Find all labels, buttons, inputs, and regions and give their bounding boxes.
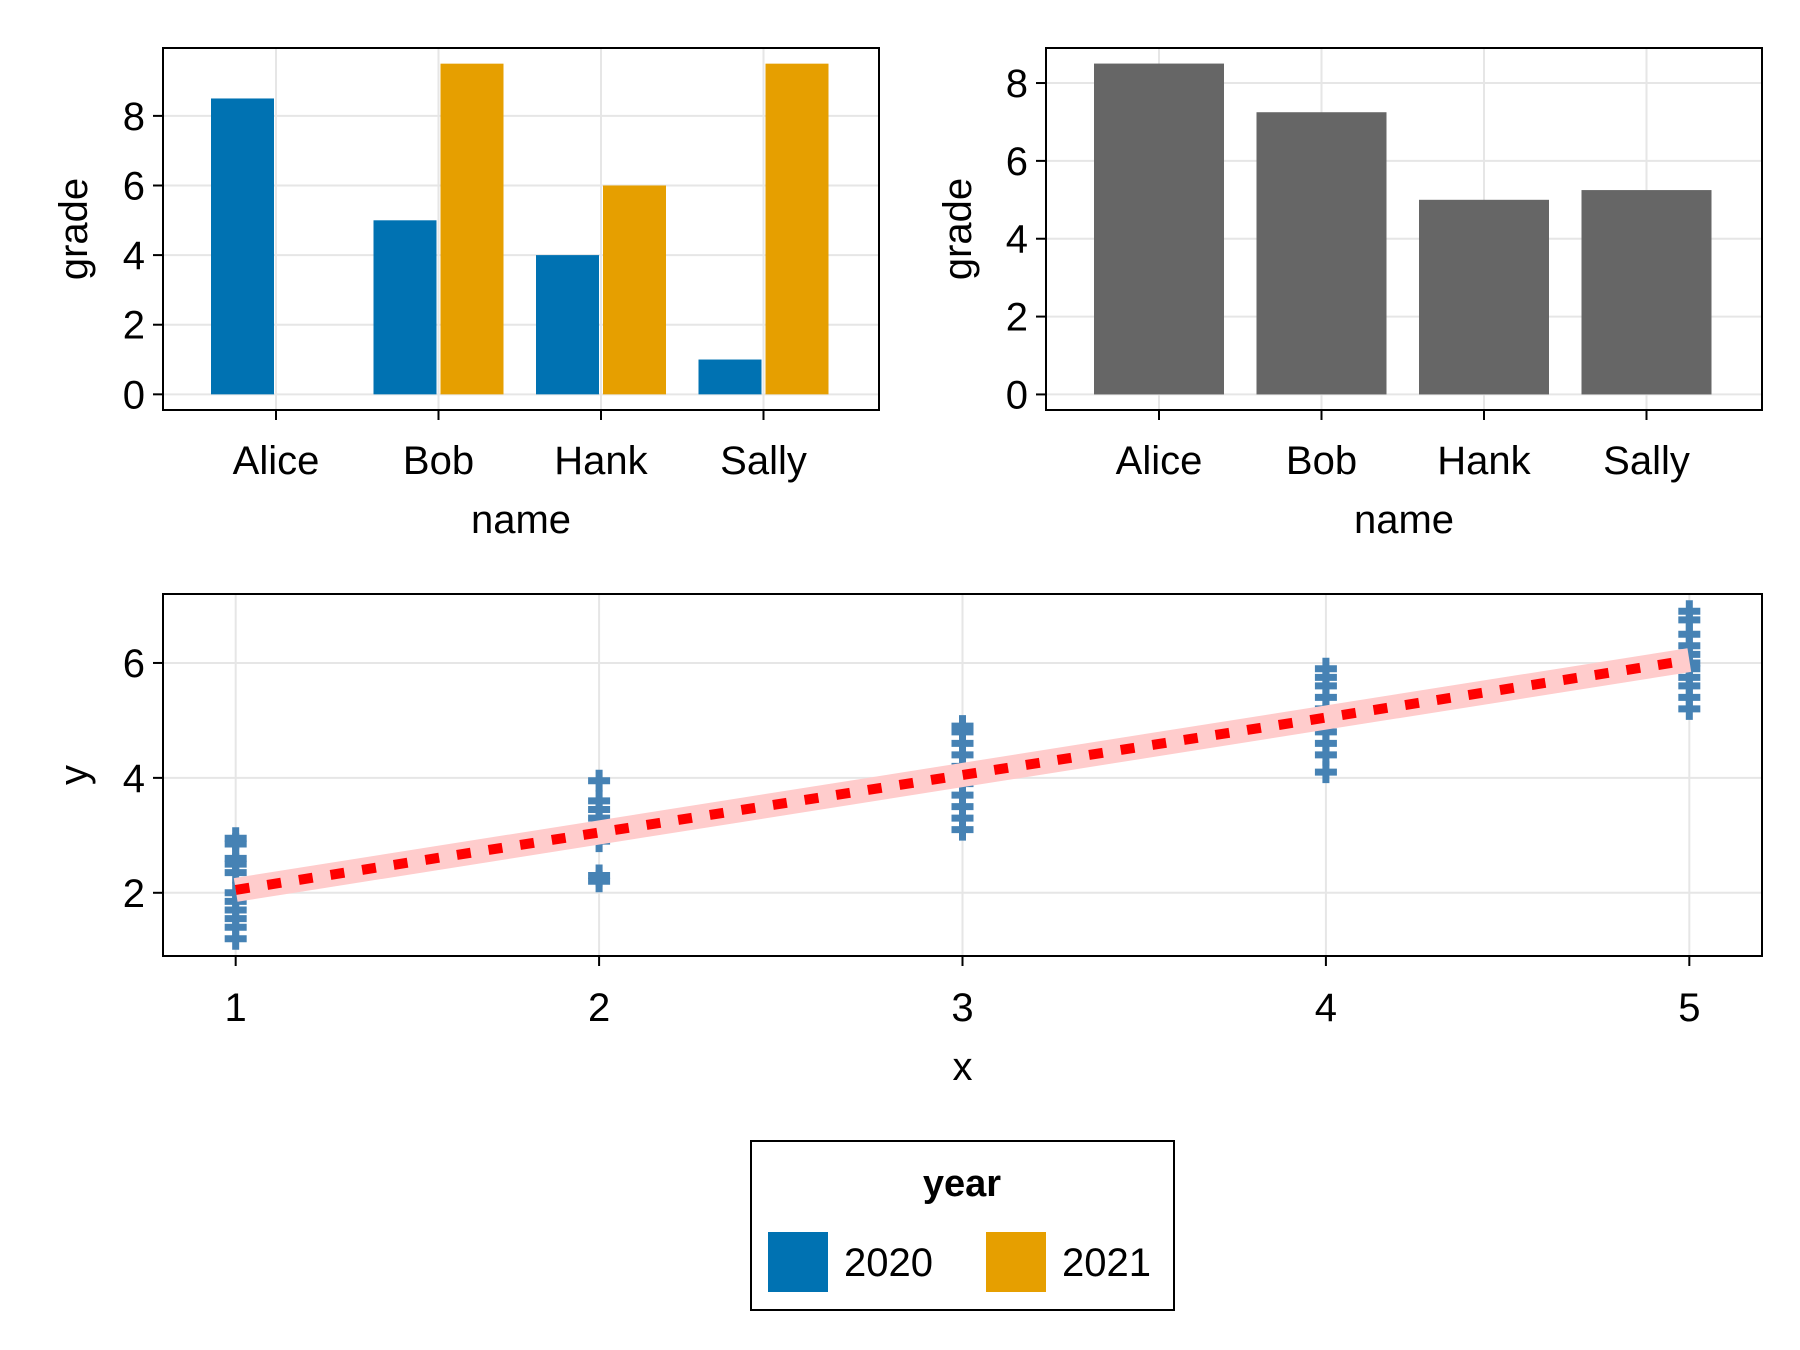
x-axis-label: x	[953, 1045, 973, 1089]
scatter-point	[224, 827, 247, 850]
bar-sally-2021	[765, 63, 829, 395]
scatter-point	[951, 732, 974, 755]
scatter-point	[951, 807, 974, 830]
scatter-point	[1314, 720, 1337, 743]
scatter-point	[951, 743, 974, 766]
ytick-label: 6	[123, 164, 145, 208]
bar-alice	[1094, 63, 1224, 395]
scatter-point	[224, 927, 247, 950]
xtick-label: Alice	[233, 439, 320, 483]
legend: year 2020 2021	[750, 1140, 1175, 1311]
xtick-label: Bob	[403, 439, 474, 483]
ytick-label: 6	[1006, 140, 1028, 184]
scatter-point	[951, 818, 974, 841]
xtick-label: 3	[951, 986, 973, 1030]
scatter-point	[1314, 743, 1337, 766]
legend-swatch-2021	[986, 1232, 1046, 1292]
plot-frame	[162, 47, 880, 411]
fit-line	[234, 655, 1691, 895]
panel-scatter: 2 4 6 1 2 3 4 5 x y	[52, 593, 1763, 1089]
bar-hank-2020	[536, 255, 599, 395]
xtick-label: 2	[588, 986, 610, 1030]
y-axis-label: y	[52, 765, 96, 785]
x-axis-label: name	[471, 498, 571, 542]
ytick-label: 4	[1006, 218, 1028, 262]
legend-title: year	[923, 1163, 1001, 1205]
scatter-point	[951, 715, 974, 738]
legend-label-2021: 2021	[1062, 1241, 1151, 1285]
ytick-label: 2	[1006, 296, 1028, 340]
bar-alice-2020	[211, 98, 274, 395]
scatter-point	[1678, 686, 1701, 709]
xtick-label: Alice	[1116, 439, 1203, 483]
xtick-label: Sally	[720, 439, 807, 483]
xtick-label: 1	[225, 986, 247, 1030]
plot-frame	[1045, 47, 1763, 411]
scatter-point	[951, 784, 974, 807]
scatter-point	[1678, 697, 1701, 720]
panel-mean: 0 2 4 6 8 Alice Bob Hank Sally name grade	[936, 47, 1763, 542]
scatter-point	[1314, 732, 1337, 755]
xtick-label: Hank	[554, 439, 648, 483]
scatter-point	[224, 881, 247, 904]
ytick-label: 6	[123, 642, 145, 686]
scatter-point	[588, 789, 611, 812]
bar-bob-2021	[440, 63, 504, 395]
ytick-label: 8	[123, 95, 145, 139]
scatter-point	[1314, 686, 1337, 709]
scatter-point	[1314, 761, 1337, 784]
scatter-point	[224, 847, 247, 870]
scatter-point	[1314, 657, 1337, 680]
xtick-label: 4	[1315, 986, 1337, 1030]
bar-bob	[1256, 112, 1387, 395]
ytick-label: 4	[123, 234, 145, 278]
scatter-point	[951, 795, 974, 818]
xtick-label: Bob	[1286, 439, 1357, 483]
ytick-label: 0	[1006, 373, 1028, 417]
xtick-label: Hank	[1437, 439, 1531, 483]
ytick-label: 8	[1006, 62, 1028, 106]
scatter-point	[1678, 634, 1701, 657]
legend-label-2020: 2020	[844, 1241, 933, 1285]
bar-hank	[1419, 199, 1549, 395]
ytick-label: 2	[123, 872, 145, 916]
x-axis-label: name	[1354, 498, 1454, 542]
scatter-point	[1678, 600, 1701, 623]
bar-sally-2020	[698, 359, 762, 395]
scatter-point	[588, 864, 611, 887]
xtick-label: Sally	[1603, 439, 1690, 483]
y-axis-label: grade	[936, 178, 980, 280]
bar-hank-2021	[603, 185, 666, 395]
xtick-label: 5	[1678, 986, 1700, 1030]
ytick-label: 0	[123, 373, 145, 417]
panel-grouped: 0 2 4 6 8 Alice Bob Hank Sally name grade	[52, 47, 880, 542]
bar-sally	[1581, 190, 1712, 395]
scatter-point	[1678, 623, 1701, 646]
legend-swatch-2020	[768, 1232, 828, 1292]
y-axis-label: grade	[52, 178, 96, 280]
ytick-label: 4	[123, 757, 145, 801]
bar-bob-2020	[373, 220, 437, 395]
ytick-label: 2	[123, 304, 145, 348]
scatter-point	[588, 769, 611, 792]
